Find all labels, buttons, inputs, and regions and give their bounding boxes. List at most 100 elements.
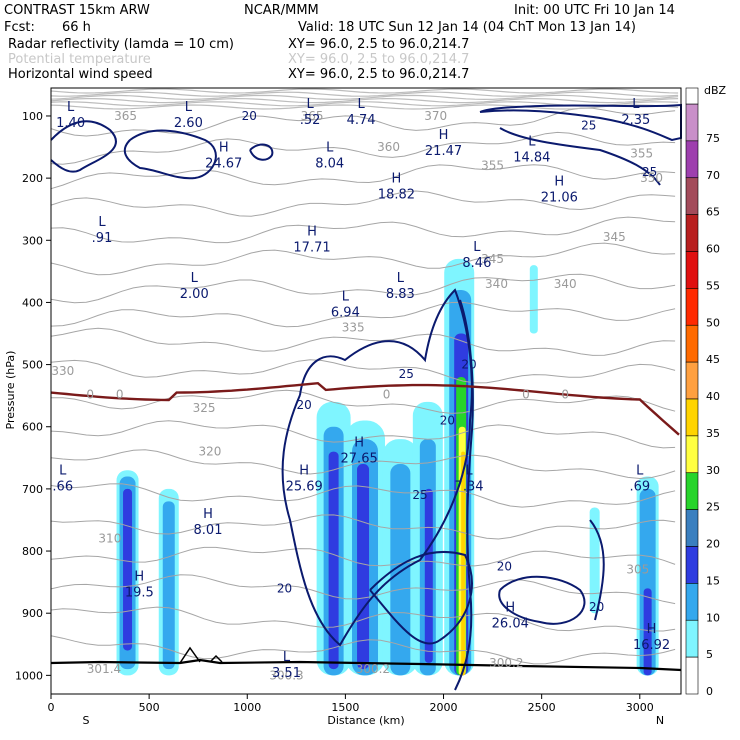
extremum-kind-label: H bbox=[307, 224, 317, 239]
wind-contour-label: 25 bbox=[399, 367, 414, 381]
colorbar-level-label: 10 bbox=[706, 611, 720, 624]
colorbar-swatch bbox=[685, 361, 699, 400]
theta-contour-line bbox=[50, 88, 679, 94]
y-tick-label: 700 bbox=[22, 483, 43, 496]
extremum-value-label: 18.82 bbox=[378, 188, 415, 203]
theta-contour-line bbox=[50, 449, 676, 480]
radar-cell bbox=[357, 464, 370, 670]
extremum-value-label: 8.01 bbox=[194, 523, 223, 538]
extremum-value-label: 6.94 bbox=[331, 306, 360, 321]
theta-contour-line bbox=[50, 216, 676, 244]
extremum-value-label: .91 bbox=[92, 231, 113, 246]
theta-contour-label: 365 bbox=[114, 109, 137, 123]
theta-contour-label: 300.2 bbox=[489, 656, 523, 670]
y-tick-label: 600 bbox=[22, 421, 43, 434]
wind-speed-contour bbox=[498, 575, 586, 625]
colorbar-level-label: 50 bbox=[706, 316, 720, 329]
wind-speed-contour bbox=[123, 129, 217, 180]
terrain-peaks bbox=[179, 646, 223, 664]
theta-contour-label: 340 bbox=[485, 277, 508, 291]
colorbar-swatch bbox=[685, 546, 699, 584]
wind-contour-label: 20 bbox=[242, 109, 257, 123]
y-tick-label: 500 bbox=[22, 359, 43, 372]
colorbar-swatch bbox=[685, 398, 699, 437]
field-theta-name: Potential temperature bbox=[8, 52, 151, 67]
extremum-kind-label: H bbox=[647, 622, 657, 637]
extremum-kind-label: L bbox=[59, 464, 67, 479]
y-tick-label: 100 bbox=[22, 110, 43, 123]
radar-cell bbox=[424, 488, 433, 663]
wind-contour-label: 20 bbox=[440, 414, 455, 428]
extremum-value-label: 16.92 bbox=[633, 638, 670, 653]
extremum-kind-label: L bbox=[632, 97, 640, 112]
colorbar-level-label: 20 bbox=[706, 538, 720, 551]
colorbar-swatch bbox=[685, 619, 699, 658]
extremum-value-label: 26.04 bbox=[492, 616, 529, 631]
wind-speed-contour bbox=[281, 288, 473, 647]
field-reflectivity-xy: XY= 96.0, 2.5 to 96.0,214.7 bbox=[288, 37, 469, 52]
theta-contour-line bbox=[50, 514, 676, 540]
theta-contour-label: 355 bbox=[630, 146, 653, 160]
theta-contour-label: 350 bbox=[640, 171, 663, 185]
wind-contour-label: 25 bbox=[642, 165, 657, 179]
x-tick-label: 2000 bbox=[430, 701, 458, 714]
radar-cell bbox=[123, 488, 133, 651]
fcst-value: 66 h bbox=[62, 20, 91, 35]
theta-contour-line bbox=[50, 97, 679, 104]
wind-contour-label: 20 bbox=[297, 398, 312, 412]
colorbar-level-label: 5 bbox=[706, 648, 713, 661]
theta-contours-layer bbox=[50, 88, 679, 665]
x-end-label-south: S bbox=[83, 714, 90, 727]
theta-contour-line bbox=[50, 91, 679, 97]
extremum-kind-label: H bbox=[299, 464, 309, 479]
extremum-kind-label: L bbox=[185, 100, 193, 115]
theta-contour-line bbox=[50, 104, 679, 110]
field-wind-name: Horizontal wind speed bbox=[8, 67, 153, 82]
radar-cell bbox=[328, 451, 339, 670]
extremum-value-label: 8.46 bbox=[462, 256, 491, 271]
theta-contour-label: 300.2 bbox=[356, 662, 390, 676]
theta-contour-line bbox=[50, 242, 676, 276]
model-title: CONTRAST 15km ARW bbox=[4, 3, 150, 18]
theta-contour-label: 301.4 bbox=[87, 662, 121, 676]
wind-contour-label: 25 bbox=[581, 118, 596, 132]
x-axis-label: Distance (km) bbox=[327, 714, 404, 727]
wind-contour-label: 20 bbox=[589, 600, 604, 614]
extremum-kind-label: L bbox=[636, 464, 644, 479]
extremum-kind-label: H bbox=[219, 140, 229, 155]
extremum-kind-label: L bbox=[342, 290, 350, 305]
wind-contours-layer bbox=[50, 103, 682, 691]
theta-contour-label: 340 bbox=[554, 277, 577, 291]
colorbar-swatch bbox=[685, 251, 699, 289]
x-tick-label: 0 bbox=[48, 701, 55, 714]
colorbar-level-label: 70 bbox=[706, 169, 720, 182]
theta-contour-label: 310 bbox=[98, 532, 121, 546]
colorbar-swatch bbox=[685, 140, 699, 179]
theta-contour-line bbox=[50, 483, 676, 508]
colorbar-swatch bbox=[685, 214, 699, 252]
extremum-kind-label: H bbox=[203, 507, 213, 522]
freezing-level-layer: 0 0 0 0 0 bbox=[50, 381, 680, 436]
colorbar-level-label: 75 bbox=[706, 132, 720, 145]
theta-contour-label: 370 bbox=[424, 109, 447, 123]
wind-speed-contour bbox=[499, 127, 661, 186]
theta-contour-line bbox=[50, 635, 676, 665]
extremum-value-label: 1.40 bbox=[56, 116, 85, 131]
theta-contour-line bbox=[50, 327, 676, 356]
freezing-level-label: 0 bbox=[383, 387, 391, 401]
x-tick-label: 1000 bbox=[233, 701, 261, 714]
radar-cell bbox=[162, 501, 175, 670]
init-time: Init: 00 UTC Fri 10 Jan 14 bbox=[514, 3, 675, 18]
y-tick-label: 1000 bbox=[15, 669, 43, 682]
theta-contour-line bbox=[50, 546, 676, 567]
extremum-kind-label: L bbox=[465, 464, 473, 479]
valid-time: Valid: 18 UTC Sun 12 Jan 14 (04 ChT Mon … bbox=[298, 20, 636, 35]
colorbar-level-label: 60 bbox=[706, 243, 720, 256]
colorbar-unit: dBZ bbox=[704, 84, 727, 97]
extremum-value-label: 14.84 bbox=[513, 150, 550, 165]
extremum-value-label: 21.06 bbox=[541, 191, 578, 206]
wind-contour-label: 20 bbox=[461, 358, 476, 372]
